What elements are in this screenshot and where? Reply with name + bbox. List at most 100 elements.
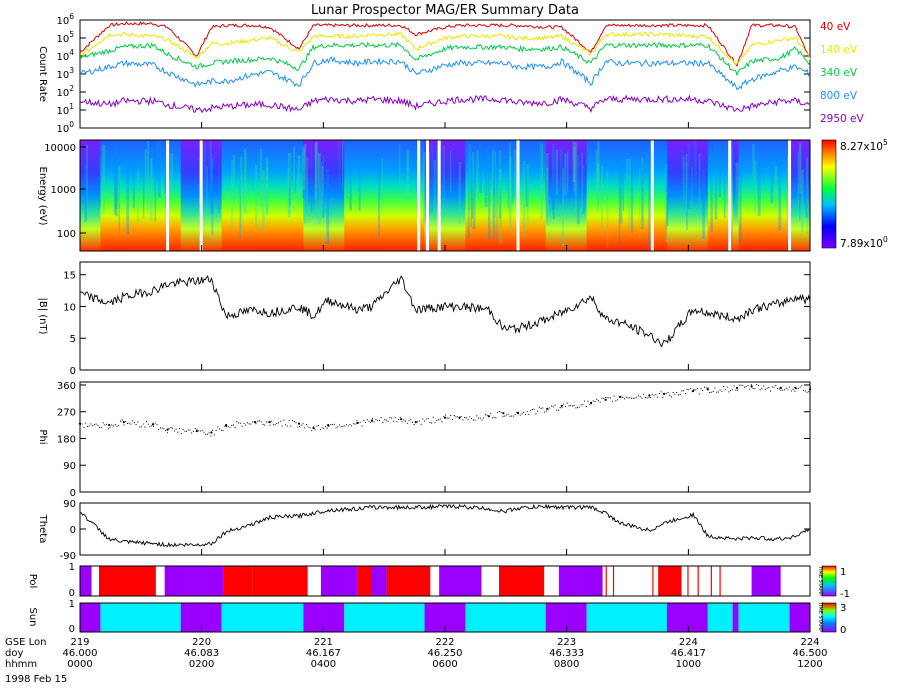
spectrogram-ytick-label: 10000	[44, 143, 76, 154]
phi-point-fill	[161, 427, 163, 429]
phi-point-fill	[133, 422, 135, 424]
x-axis-tick-label: 0000	[67, 659, 92, 670]
phi-point-fill	[175, 428, 177, 430]
phi-point-fill	[591, 403, 592, 405]
phi-point-fill	[589, 404, 591, 406]
phi-point-fill	[215, 430, 217, 431]
phi-point-fill	[88, 425, 90, 427]
phi-point-fill	[749, 388, 751, 390]
phi-point-fill	[486, 414, 488, 416]
spectrogram-streak	[560, 145, 563, 203]
b-magnitude-ytick-label: 15	[63, 271, 76, 282]
phi-point-fill	[351, 425, 353, 427]
phi-point-fill	[716, 391, 718, 393]
spectrogram-streak	[498, 157, 502, 219]
x-axis-labels: GSE Lon 219 220 221 222 223 224 224 doy 46.000 46.…	[5, 637, 828, 670]
spectrogram-streak	[665, 163, 669, 227]
phi-point-fill	[413, 424, 415, 425]
phi-point-fill	[644, 397, 646, 398]
phi-point-fill	[111, 424, 113, 426]
phi-point-fill	[744, 386, 745, 388]
phi-point-fill	[264, 424, 266, 426]
phi-point-fill	[356, 420, 358, 422]
spectrogram-streak	[265, 167, 268, 215]
phi-point-fill	[377, 420, 379, 422]
sun-segment	[789, 603, 810, 632]
phi-point-fill	[709, 392, 711, 393]
phi-point-fill	[266, 421, 267, 423]
spectrogram-streak	[641, 161, 644, 229]
phi-point-fill	[173, 430, 175, 432]
polarity-segment	[98, 566, 156, 596]
spectrogram-streak	[698, 153, 701, 211]
phi-point-fill	[677, 394, 679, 396]
phi-point	[370, 419, 374, 422]
phi-point-fill	[712, 391, 714, 393]
phi-point-fill	[83, 427, 85, 428]
b-magnitude-trace	[79, 274, 811, 348]
phi-point-fill	[142, 423, 144, 425]
spectrogram-streak	[595, 150, 598, 195]
phi-point-fill	[239, 422, 241, 424]
phi-point	[151, 423, 155, 426]
phi-point-fill	[283, 419, 285, 421]
phi-point-fill	[328, 425, 330, 427]
phi-point-fill	[759, 389, 761, 391]
phi-point-fill	[745, 386, 747, 388]
phi-point-fill	[742, 384, 744, 386]
spectrogram-streak	[206, 167, 208, 216]
spectrogram-streak	[618, 169, 621, 246]
phi-point-fill	[796, 388, 798, 390]
phi-point-fill	[210, 435, 212, 437]
phi-point-fill	[445, 414, 446, 416]
date-label: 1998 Feb 15	[5, 674, 67, 685]
spectrogram-streak	[522, 161, 526, 238]
phi-point-fill	[345, 424, 347, 426]
phi-point-fill	[469, 416, 471, 418]
phi-point-fill	[627, 397, 629, 399]
spectrogram-streak	[545, 167, 549, 213]
phi-point-fill	[95, 423, 97, 425]
phi-point-fill	[601, 397, 603, 399]
phi-point-fill	[540, 407, 542, 409]
phi-point-fill	[255, 423, 257, 425]
spectrogram-streak	[321, 166, 324, 211]
phi-point-fill	[778, 388, 780, 390]
b-magnitude-ytick-label: 0	[70, 366, 76, 377]
spectrogram-streak	[99, 156, 101, 208]
phi-point-fill	[730, 390, 731, 392]
spectrogram-streak	[574, 142, 578, 214]
phi-point-fill	[674, 393, 676, 395]
phi-point-fill	[326, 427, 328, 429]
phi-point-fill	[118, 424, 120, 426]
spectrogram-streak	[685, 153, 688, 213]
phi-point-fill	[392, 420, 394, 422]
phi-panel: 0 90 180 270 360 Phi	[37, 381, 812, 499]
phi-point-fill	[622, 396, 624, 398]
phi-point-fill	[660, 391, 662, 393]
phi-point-fill	[763, 385, 765, 387]
sun-segment	[344, 603, 425, 632]
phi-point-fill	[632, 397, 634, 399]
phi-point-fill	[690, 388, 692, 389]
phi-point	[224, 424, 228, 427]
count-rate-legend-entry: 40 eV	[820, 21, 851, 33]
spectrogram-streak	[322, 156, 325, 218]
polarity-segment	[430, 566, 440, 596]
phi-point-fill	[570, 404, 572, 406]
phi-point-fill	[664, 393, 665, 395]
count-rate-ytick-exp: 5	[69, 30, 74, 39]
spectrogram-streak	[648, 169, 651, 248]
spectrogram-streak	[664, 146, 668, 192]
phi-point-fill	[394, 417, 396, 419]
polarity-segment	[223, 566, 253, 596]
phi-point-fill	[754, 388, 756, 390]
phi-point-fill	[547, 409, 549, 411]
phi-point-fill	[196, 428, 198, 430]
count-rate-ytick-exp: 6	[69, 12, 74, 21]
phi-point-fill	[314, 429, 316, 431]
phi-point-fill	[789, 386, 791, 388]
phi-point-fill	[436, 420, 438, 421]
phi-point	[297, 422, 301, 425]
spectrogram-streak	[358, 150, 361, 212]
